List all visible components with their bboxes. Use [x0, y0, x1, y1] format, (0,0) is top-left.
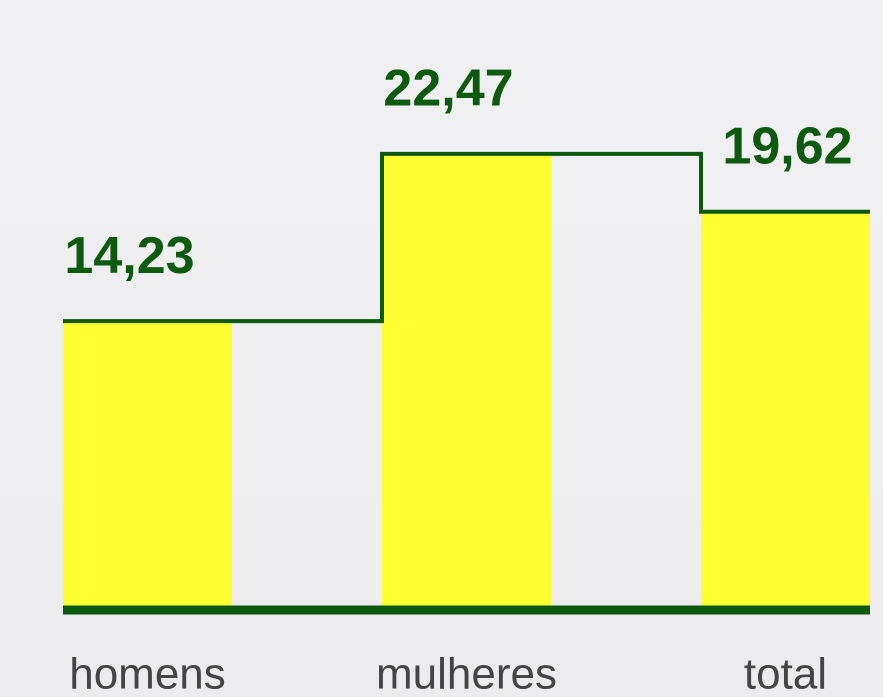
x-tick-label: homens — [69, 650, 226, 697]
step-line — [63, 151, 870, 324]
x-tick-label: mulheres — [376, 650, 557, 697]
bar — [701, 211, 870, 611]
value-label: 22,47 — [383, 60, 513, 118]
x-tick-label: total — [744, 650, 827, 697]
value-label: 14,23 — [64, 227, 194, 285]
bar — [382, 153, 551, 610]
value-label: 19,62 — [722, 117, 852, 175]
bar — [63, 321, 232, 610]
